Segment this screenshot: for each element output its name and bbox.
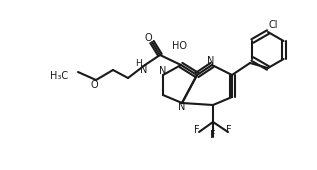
Text: O: O — [90, 80, 98, 90]
Text: N: N — [140, 65, 148, 75]
Text: N: N — [178, 102, 186, 112]
Text: N: N — [207, 56, 215, 66]
Text: Cl: Cl — [268, 20, 278, 30]
Text: F: F — [194, 125, 200, 135]
Text: F: F — [210, 130, 216, 140]
Text: O: O — [144, 33, 152, 43]
Text: H: H — [135, 58, 141, 67]
Text: H₃C: H₃C — [50, 71, 68, 81]
Text: N: N — [159, 66, 167, 76]
Text: F: F — [226, 125, 232, 135]
Text: HO: HO — [172, 41, 187, 51]
